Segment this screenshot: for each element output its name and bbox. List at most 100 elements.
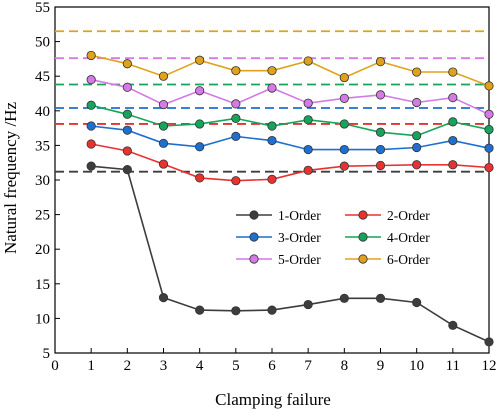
data-point-2-order bbox=[303, 165, 313, 175]
x-tick-label: 5 bbox=[232, 358, 240, 374]
data-point-3-order bbox=[448, 135, 458, 146]
data-point-2-order bbox=[122, 146, 132, 156]
data-point-6-order bbox=[339, 72, 349, 83]
data-point-2-order bbox=[484, 162, 494, 173]
data-point-1-order bbox=[86, 161, 96, 171]
data-point-5-order bbox=[375, 90, 386, 100]
data-point-1-order bbox=[267, 305, 277, 315]
legend-label-3-order: 3-Order bbox=[278, 230, 321, 245]
x-tick-label: 3 bbox=[160, 358, 168, 374]
data-point-3-order bbox=[412, 142, 422, 153]
data-point-4-order bbox=[267, 121, 277, 131]
data-point-6-order bbox=[484, 81, 494, 91]
data-point-4-order bbox=[158, 121, 169, 131]
y-tick-label: 30 bbox=[35, 173, 50, 189]
data-point-3-order bbox=[375, 144, 386, 155]
data-point-4-order bbox=[412, 131, 422, 141]
data-point-3-order bbox=[195, 142, 205, 152]
data-point-3-order bbox=[484, 143, 494, 153]
data-point-6-order bbox=[122, 59, 132, 69]
y-tick-label: 40 bbox=[35, 104, 50, 120]
data-point-6-order bbox=[375, 57, 386, 67]
y-tick-label: 35 bbox=[35, 138, 50, 154]
data-point-5-order bbox=[484, 109, 494, 119]
data-point-2-order bbox=[195, 173, 205, 183]
data-point-5-order bbox=[267, 83, 277, 93]
data-point-1-order bbox=[231, 306, 241, 316]
data-point-6-order bbox=[303, 56, 313, 66]
legend-marker-3-order bbox=[249, 232, 259, 242]
series-line-3-order bbox=[91, 125, 490, 151]
y-tick-label: 45 bbox=[35, 69, 50, 85]
data-point-2-order bbox=[375, 160, 386, 171]
data-point-4-order bbox=[122, 109, 132, 119]
data-point-3-order bbox=[122, 125, 132, 135]
data-point-4-order bbox=[303, 115, 313, 125]
x-tick-label: 0 bbox=[51, 358, 59, 374]
legend-marker-6-order bbox=[358, 254, 368, 264]
x-tick-label: 2 bbox=[124, 358, 132, 374]
data-point-2-order bbox=[86, 139, 96, 149]
legend-label-5-order: 5-Order bbox=[278, 252, 321, 267]
series-line-5-order bbox=[91, 78, 490, 116]
x-tick-label: 4 bbox=[196, 358, 204, 374]
y-tick-label: 55 bbox=[35, 0, 50, 16]
data-point-6-order bbox=[86, 50, 96, 61]
y-axis-title: Natural frequency /Hz bbox=[1, 102, 20, 254]
data-point-4-order bbox=[231, 113, 241, 124]
data-point-2-order bbox=[339, 161, 349, 171]
data-point-2-order bbox=[267, 174, 277, 184]
data-point-2-order bbox=[412, 160, 422, 170]
data-point-1-order bbox=[158, 293, 169, 303]
data-point-1-order bbox=[484, 337, 494, 347]
data-point-5-order bbox=[86, 75, 96, 85]
data-point-4-order bbox=[195, 119, 205, 129]
x-tick-label: 11 bbox=[446, 358, 460, 374]
data-point-2-order bbox=[231, 176, 241, 186]
y-tick-label: 5 bbox=[43, 346, 51, 362]
data-point-3-order bbox=[158, 138, 169, 148]
legend-label-6-order: 6-Order bbox=[387, 252, 430, 267]
data-point-5-order bbox=[448, 93, 458, 103]
legend-label-1-order: 1-Order bbox=[278, 208, 321, 223]
x-tick-label: 12 bbox=[482, 358, 497, 374]
data-point-4-order bbox=[339, 119, 349, 129]
legend-marker-2-order bbox=[358, 210, 368, 220]
data-point-5-order bbox=[303, 98, 313, 108]
data-point-3-order bbox=[231, 131, 241, 142]
series-line-1-order bbox=[91, 165, 490, 343]
data-point-1-order bbox=[375, 293, 386, 303]
data-point-3-order bbox=[86, 121, 96, 131]
x-tick-label: 6 bbox=[268, 358, 276, 374]
data-point-3-order bbox=[339, 144, 349, 155]
legend-label-4-order: 4-Order bbox=[387, 230, 430, 245]
x-tick-label: 1 bbox=[87, 358, 95, 374]
data-point-6-order bbox=[448, 67, 458, 77]
series-line-4-order bbox=[91, 104, 490, 137]
data-point-1-order bbox=[122, 165, 132, 175]
data-point-3-order bbox=[267, 135, 277, 146]
data-point-2-order bbox=[448, 160, 458, 170]
y-tick-label: 50 bbox=[35, 35, 50, 51]
data-point-5-order bbox=[231, 99, 241, 109]
data-point-5-order bbox=[122, 82, 132, 92]
legend-marker-4-order bbox=[358, 232, 368, 242]
series-line-2-order bbox=[91, 143, 490, 182]
data-point-5-order bbox=[195, 86, 205, 96]
x-tick-label: 8 bbox=[341, 358, 349, 374]
data-point-1-order bbox=[448, 320, 458, 330]
data-point-1-order bbox=[339, 293, 349, 303]
x-tick-label: 9 bbox=[377, 358, 385, 374]
data-point-6-order bbox=[158, 71, 169, 81]
y-tick-label: 20 bbox=[35, 242, 50, 258]
legend-label-2-order: 2-Order bbox=[387, 208, 430, 223]
legend-marker-5-order bbox=[249, 254, 259, 264]
data-point-2-order bbox=[158, 159, 169, 169]
data-point-5-order bbox=[412, 97, 422, 108]
data-point-1-order bbox=[412, 297, 422, 308]
data-point-5-order bbox=[158, 99, 169, 110]
data-point-1-order bbox=[303, 299, 313, 310]
data-point-1-order bbox=[195, 305, 205, 315]
